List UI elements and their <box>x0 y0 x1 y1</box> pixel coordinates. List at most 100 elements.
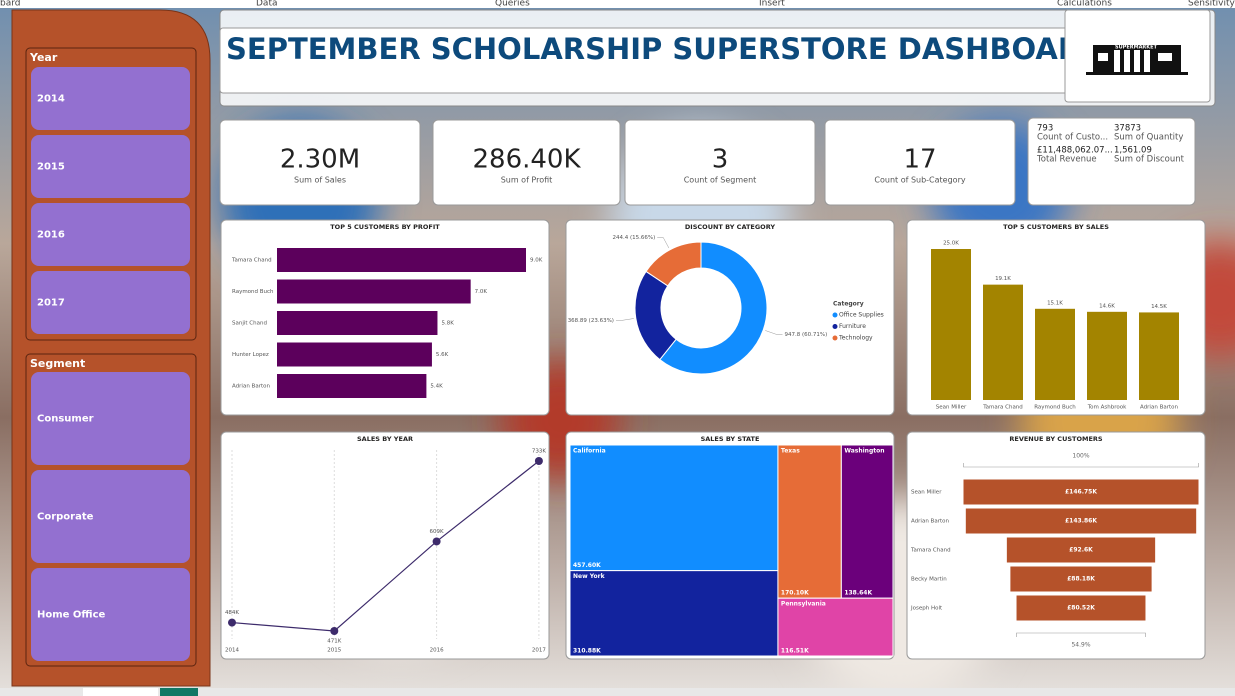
category-label: Tamara Chand <box>231 258 272 264</box>
slicer-title: Segment <box>30 357 85 370</box>
kpi-value: 3 <box>712 145 729 175</box>
chart-title: TOP 5 CUSTOMERS BY PROFIT <box>330 223 440 231</box>
funnel-bracket <box>1016 632 1146 637</box>
category-label: Sean Miller <box>936 405 967 411</box>
funnel-bar <box>1006 537 1156 563</box>
legend-marker <box>832 324 838 329</box>
treemap-tile <box>777 444 842 599</box>
tile-value: 170.10K <box>781 590 809 597</box>
chart-title: SALES BY YEAR <box>357 435 413 443</box>
card-label: Sum of Discount <box>1114 155 1185 165</box>
card-value: 793 <box>1037 124 1053 134</box>
value-label: 244.4 (15.66%) <box>612 235 655 241</box>
value-label: £92.6K <box>1069 547 1093 554</box>
tile-label: Pennsylvania <box>781 601 826 608</box>
tile-label: California <box>573 448 606 455</box>
slicer-item[interactable]: Home Office <box>37 610 106 621</box>
funnel-top-label: 100% <box>1072 453 1089 460</box>
treemap-tile <box>569 444 779 572</box>
value-label: 947.8 (60.71%) <box>785 332 828 338</box>
slicer-item[interactable]: Consumer <box>37 414 94 425</box>
category-label: Tamara Chand <box>910 548 951 554</box>
category-label: Becky Martin <box>911 577 947 583</box>
menu-item[interactable]: bard <box>0 0 20 9</box>
multi-row-card <box>1027 117 1196 206</box>
category-label: Hunter Lopez <box>232 352 269 358</box>
slicer-box <box>25 47 197 341</box>
tile-label: New York <box>573 573 606 580</box>
chart-title: SALES BY STATE <box>701 435 760 443</box>
menu-item[interactable]: Data <box>256 0 278 9</box>
slicer-item[interactable]: 2016 <box>37 230 65 241</box>
legend-marker <box>832 312 838 318</box>
value-label: £88.18K <box>1067 576 1095 583</box>
kpi-value: 17 <box>903 145 936 175</box>
bar <box>1087 311 1127 400</box>
slicer-item[interactable]: Corporate <box>37 512 94 523</box>
logo <box>1086 45 1188 75</box>
category-label: Raymond Buch <box>1034 405 1076 411</box>
kpi-card <box>432 119 621 206</box>
value-label: 5.4K <box>430 384 443 390</box>
legend-label: Office Supplies <box>839 312 884 319</box>
status-bar <box>0 688 1235 696</box>
category-label: Joseph Holt <box>910 606 943 612</box>
bar <box>1139 312 1179 400</box>
category-label: Adrian Barton <box>232 384 270 390</box>
tile-value: 457.60K <box>573 562 601 569</box>
page-tab[interactable] <box>83 688 158 696</box>
chart-title: REVENUE BY CUSTOMERS <box>1009 435 1103 443</box>
page-tab-active[interactable] <box>160 688 198 696</box>
value-label: 5.8K <box>441 321 454 327</box>
kpi-card <box>219 119 421 206</box>
funnel-bar <box>963 479 1199 505</box>
point <box>330 627 339 635</box>
tile-label: Texas <box>781 448 800 455</box>
slicer-button[interactable] <box>31 271 190 334</box>
tile-value: 116.51K <box>781 648 809 655</box>
value-label: 7.0K <box>475 289 488 295</box>
menu-item[interactable]: Sensitivity <box>1188 0 1235 9</box>
bar <box>277 374 427 398</box>
tile-value: 138.64K <box>844 590 872 597</box>
point <box>228 618 236 627</box>
slicer-button[interactable] <box>31 67 190 130</box>
value-label: 368.89 (23.63%) <box>568 318 614 324</box>
card-label: Total Revenue <box>1036 155 1097 165</box>
category-label: 2015 <box>327 648 341 654</box>
menu-item[interactable]: Insert <box>759 0 785 9</box>
slicer-item[interactable]: 2015 <box>37 162 65 173</box>
slicer-item[interactable]: 2017 <box>37 298 65 309</box>
slicer-button[interactable] <box>31 203 190 266</box>
slicer-button[interactable] <box>31 470 190 563</box>
slicer-button[interactable] <box>31 568 190 661</box>
category-label: Raymond Buch <box>232 289 274 295</box>
slicer-item[interactable]: 2014 <box>37 94 65 105</box>
treemap-tile <box>569 570 779 657</box>
dashboard-title: SEPTEMBER SCHOLARSHIP SUPERSTORE DASHBOA… <box>226 32 1104 66</box>
legend-title: Category <box>833 301 864 308</box>
value-label: 5.6K <box>436 352 449 358</box>
tile-label: Washington <box>844 448 884 455</box>
slicer-button[interactable] <box>31 135 190 198</box>
kpi-card <box>624 119 816 206</box>
category-label: 2017 <box>532 648 546 654</box>
slicer-button[interactable] <box>31 372 190 465</box>
value-label: £146.75K <box>1065 489 1097 496</box>
category-label: Sanjit Chand <box>232 321 267 327</box>
category-label: Tamara Chand <box>982 405 1023 411</box>
value-label: 471K <box>327 639 341 645</box>
value-label: 609K <box>430 529 444 535</box>
menu-bar <box>0 0 1235 8</box>
funnel-bottom-label: 54.9% <box>1071 642 1090 649</box>
chart-title: TOP 5 CUSTOMERS BY SALES <box>1003 223 1109 231</box>
kpi-value: 2.30M <box>280 145 360 175</box>
value-label: 14.5K <box>1151 304 1167 310</box>
slicer-box <box>25 353 197 667</box>
legend-marker <box>832 335 838 341</box>
bar <box>931 249 971 400</box>
category-label: Adrian Barton <box>911 519 949 525</box>
menu-item[interactable]: Calculations <box>1057 0 1112 9</box>
menu-item[interactable]: Queries <box>495 0 530 9</box>
